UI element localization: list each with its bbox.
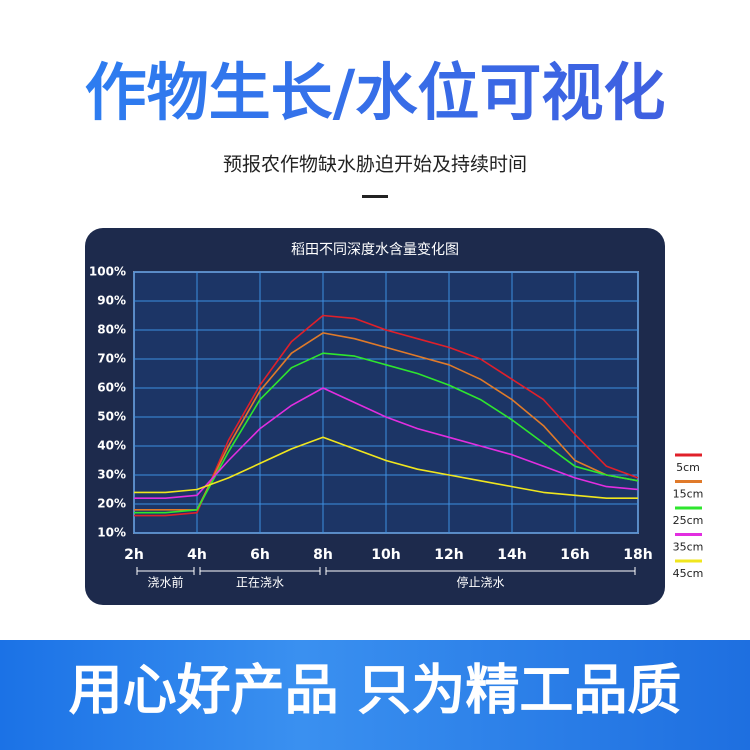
phase-label: 停止浇水: [456, 575, 504, 590]
x-tick-label: 12h: [434, 547, 463, 563]
y-tick-label: 20%: [97, 497, 126, 511]
x-tick-label: 14h: [497, 547, 526, 563]
x-tick-label: 4h: [187, 547, 207, 563]
y-tick-label: 30%: [97, 468, 126, 482]
legend-label: 15cm: [673, 488, 704, 501]
phase-label: 正在浇水: [236, 576, 284, 590]
legend-label: 45cm: [673, 567, 704, 580]
x-tick-label: 8h: [313, 547, 333, 563]
subtitle: 预报农作物缺水胁迫开始及持续时间: [223, 154, 527, 176]
chart: 10% 20% 30% 40% 50% 60% 70% 80% 90% 100% 2h 4h 6h 8h 1…: [89, 265, 703, 590]
y-tick-label: 50%: [97, 410, 126, 424]
x-tick-label: 18h: [623, 547, 652, 563]
legend-label: 5cm: [676, 461, 700, 474]
y-tick-label: 10%: [97, 526, 126, 540]
banner: [0, 640, 750, 750]
x-tick-label: 6h: [250, 547, 270, 563]
series-line: [134, 387, 639, 499]
divider: [362, 195, 388, 198]
y-tick-label: 90%: [97, 294, 126, 308]
x-tick-label: 2h: [124, 547, 144, 563]
y-tick-label: 100%: [89, 265, 126, 279]
slogan: 用心好产品 只为精工品质: [69, 659, 682, 722]
chart-title: 稻田不同深度水含量变化图: [291, 242, 459, 258]
headline: 作物生长/水位可视化: [85, 56, 666, 129]
y-tick-label: 80%: [97, 323, 126, 337]
legend-label: 25cm: [673, 514, 704, 527]
series-line: [134, 332, 639, 511]
y-tick-label: 40%: [97, 439, 126, 453]
series-line: [134, 314, 639, 517]
y-tick-label: 70%: [97, 352, 126, 366]
y-tick-label: 60%: [97, 381, 126, 395]
x-tick-label: 10h: [371, 547, 400, 563]
x-tick-label: 16h: [560, 547, 589, 563]
phase-label: 浇水前: [147, 575, 183, 590]
series-line: [134, 436, 638, 499]
legend-label: 35cm: [673, 541, 704, 554]
